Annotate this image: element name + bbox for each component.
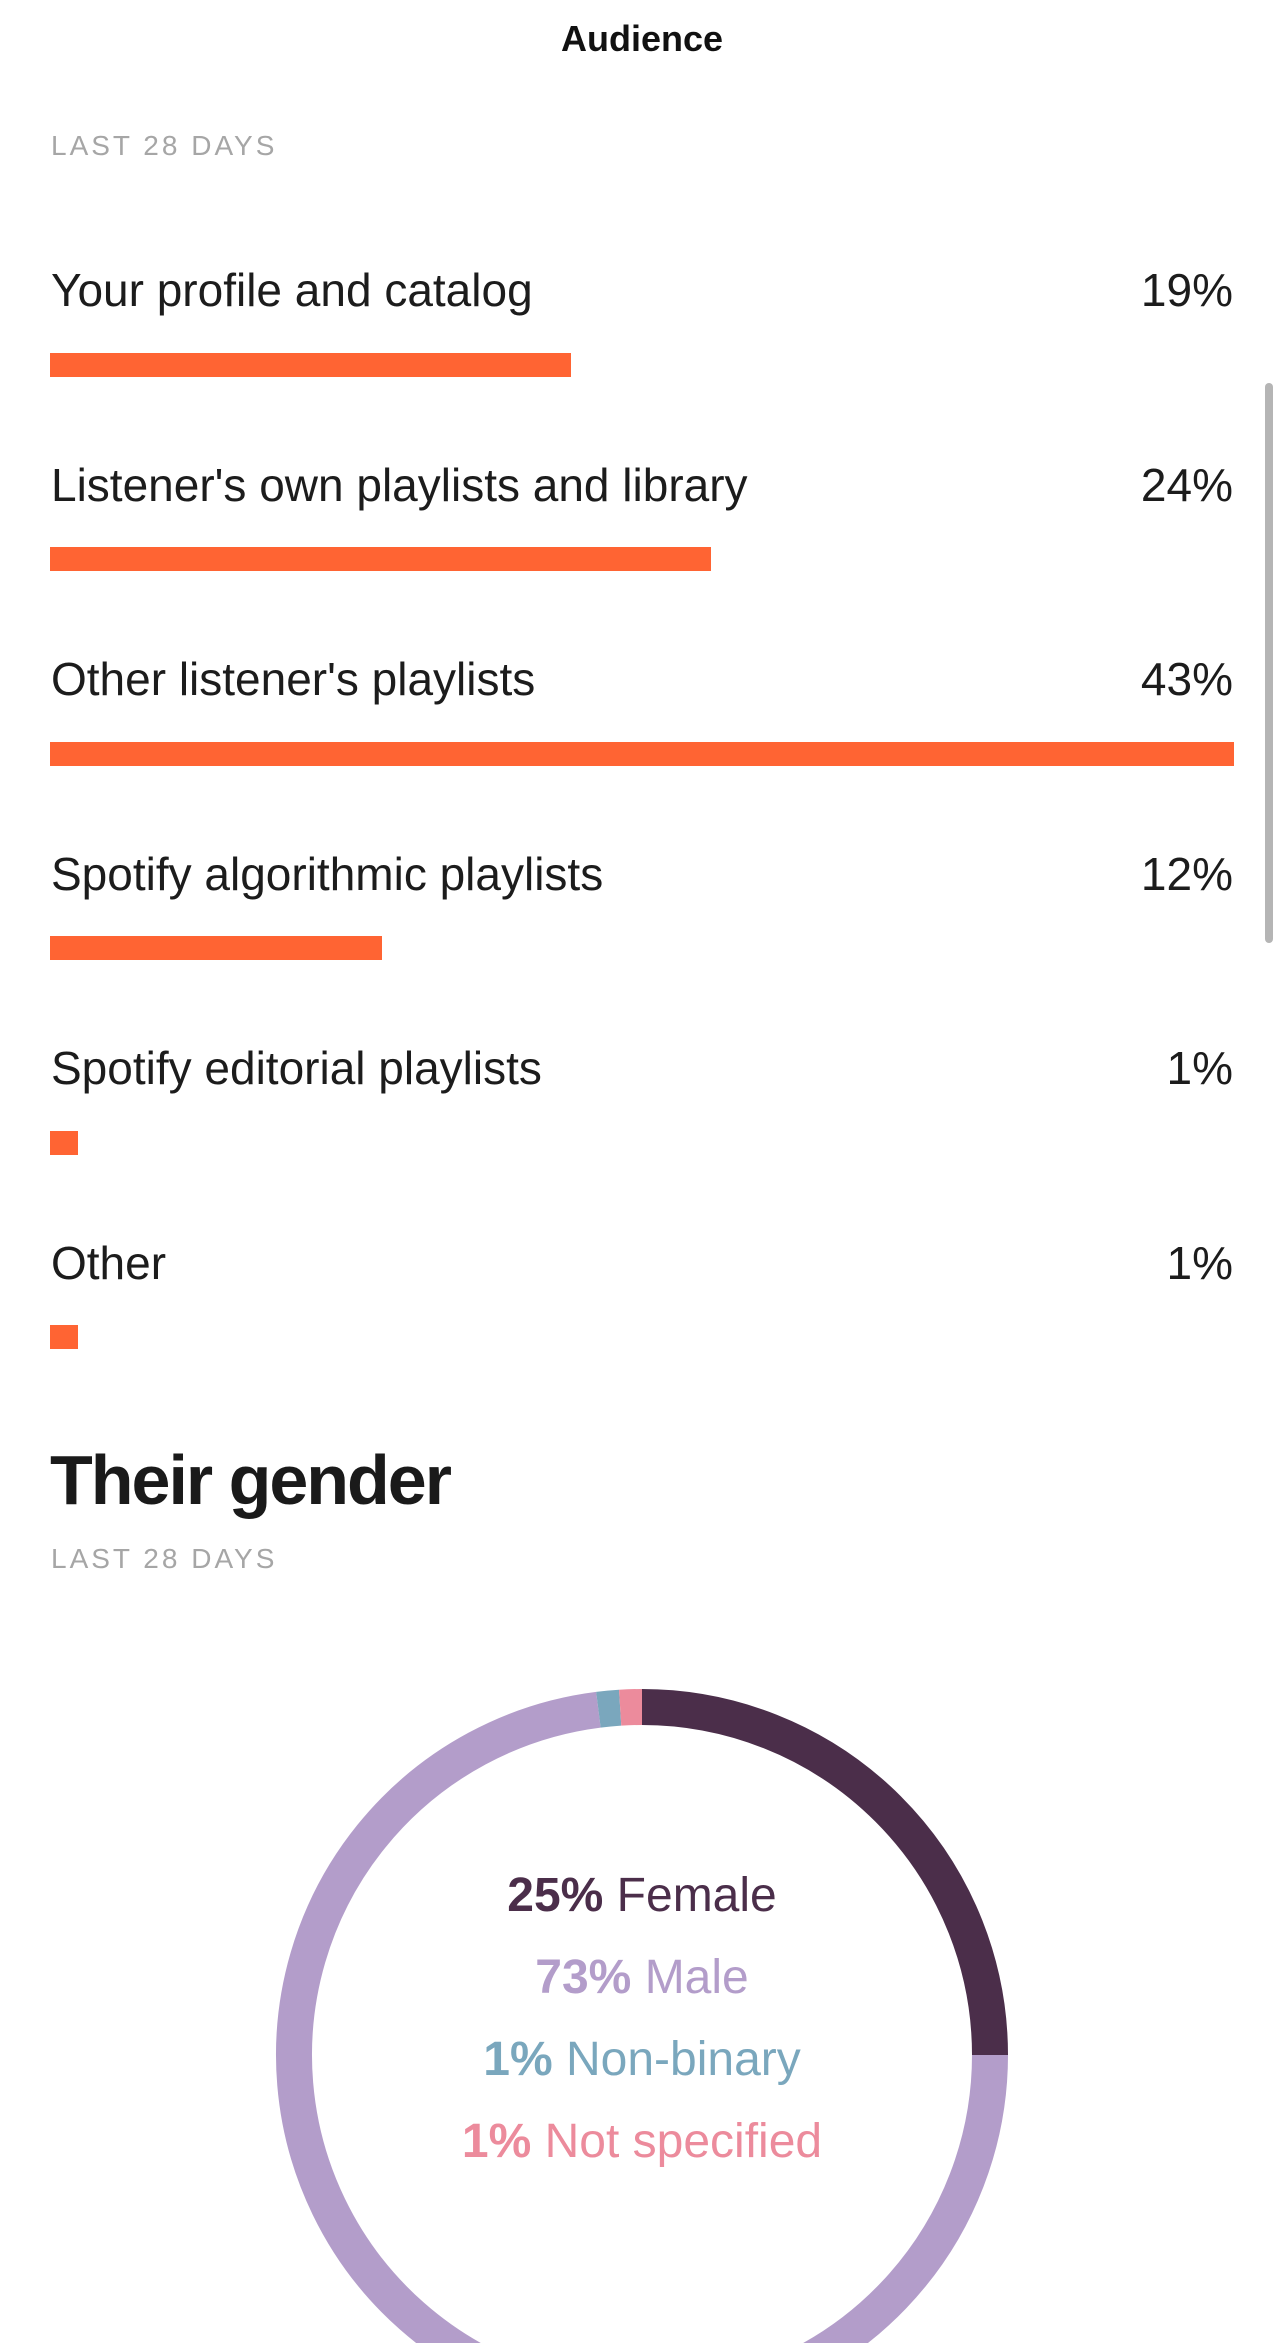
legend-non-binary-label: Non-binary <box>565 2033 801 2086</box>
source-row-label: Listener's own playlists and library <box>51 459 748 511</box>
page-title: Audience <box>560 18 724 59</box>
legend-non-binary-percent: 1% <box>483 2033 553 2086</box>
donut-slice-non-binary <box>596 1689 622 1728</box>
scrollbar[interactable] <box>1265 383 1273 943</box>
source-row-label: Your profile and catalog <box>51 264 533 316</box>
source-row-value: 1% <box>1166 1042 1233 1094</box>
source-row-value: 12% <box>1140 848 1233 900</box>
legend-item-not-specified: 1% Not specified <box>0 2114 1284 2169</box>
source-row-label: Spotify algorithmic playlists <box>51 848 604 900</box>
legend-female-label: Female <box>616 1869 777 1922</box>
source-row-value: 1% <box>1166 1237 1233 1289</box>
source-row-value: 43% <box>1140 653 1233 705</box>
source-row-label: Other <box>51 1237 167 1289</box>
legend-item-female: 25% Female <box>0 1868 1284 1923</box>
legend-male-label: Male <box>644 1951 749 2004</box>
legend-item-male: 73% Male <box>0 1950 1284 2005</box>
legend-male-percent: 73% <box>535 1951 632 2004</box>
source-row-value: 19% <box>1140 264 1233 316</box>
source-row-bar <box>50 1131 78 1155</box>
donut-slice-female <box>641 1689 1008 2056</box>
source-row-label: Spotify editorial playlists <box>51 1042 542 1094</box>
legend-not-specified-label: Not specified <box>544 2115 823 2168</box>
source-row-bar <box>50 353 571 377</box>
gender-period-caption: LAST 28 DAYS <box>51 1543 278 1574</box>
source-row-bar <box>50 936 382 960</box>
source-row-bar <box>50 1325 78 1349</box>
source-row-bar <box>50 742 1234 766</box>
legend-not-specified-percent: 1% <box>461 2115 532 2168</box>
gender-section-title: Their gender <box>50 1441 452 1519</box>
source-row-label: Other listener's playlists <box>51 653 536 705</box>
donut-slice-male <box>276 1691 1008 2343</box>
source-row-value: 24% <box>1140 459 1233 511</box>
legend-item-non-binary: 1% Non-binary <box>0 2032 1284 2087</box>
donut-slice-not-specified <box>619 1689 643 1726</box>
legend-female-percent: 25% <box>507 1869 604 1922</box>
source-row-bar <box>50 547 711 571</box>
sources-period-caption: LAST 28 DAYS <box>51 130 278 161</box>
